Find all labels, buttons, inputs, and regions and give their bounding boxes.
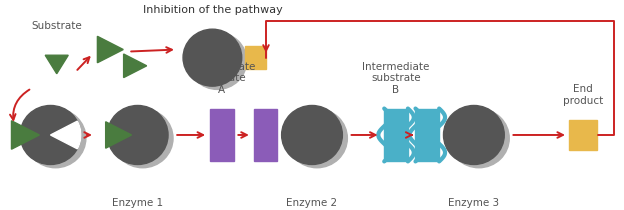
Text: End
product: End product	[563, 84, 603, 106]
Ellipse shape	[25, 109, 86, 168]
Bar	[210, 109, 233, 161]
Text: Inhibition of the pathway: Inhibition of the pathway	[142, 5, 282, 15]
Ellipse shape	[286, 109, 348, 168]
Ellipse shape	[444, 105, 504, 164]
Polygon shape	[105, 122, 132, 148]
Polygon shape	[11, 121, 39, 149]
Text: Enzyme 1: Enzyme 1	[112, 198, 163, 208]
Ellipse shape	[107, 105, 168, 164]
Ellipse shape	[188, 32, 246, 89]
Ellipse shape	[449, 109, 509, 168]
Bar	[416, 109, 439, 161]
Bar	[245, 46, 266, 69]
Bar	[253, 109, 277, 161]
Bar	[569, 120, 597, 150]
Text: Substrate: Substrate	[31, 21, 82, 31]
Bar	[384, 109, 408, 161]
Ellipse shape	[112, 109, 173, 168]
Text: Intermediate
substrate
A: Intermediate substrate A	[188, 62, 255, 95]
Polygon shape	[124, 54, 147, 78]
Text: Enzyme 3: Enzyme 3	[448, 198, 499, 208]
Polygon shape	[51, 121, 81, 149]
Polygon shape	[45, 55, 68, 74]
Polygon shape	[97, 36, 124, 63]
Ellipse shape	[20, 105, 81, 164]
Text: Intermediate
substrate
B: Intermediate substrate B	[363, 62, 430, 95]
Text: Enzyme 2: Enzyme 2	[286, 198, 338, 208]
Ellipse shape	[183, 29, 241, 86]
Ellipse shape	[281, 105, 343, 164]
